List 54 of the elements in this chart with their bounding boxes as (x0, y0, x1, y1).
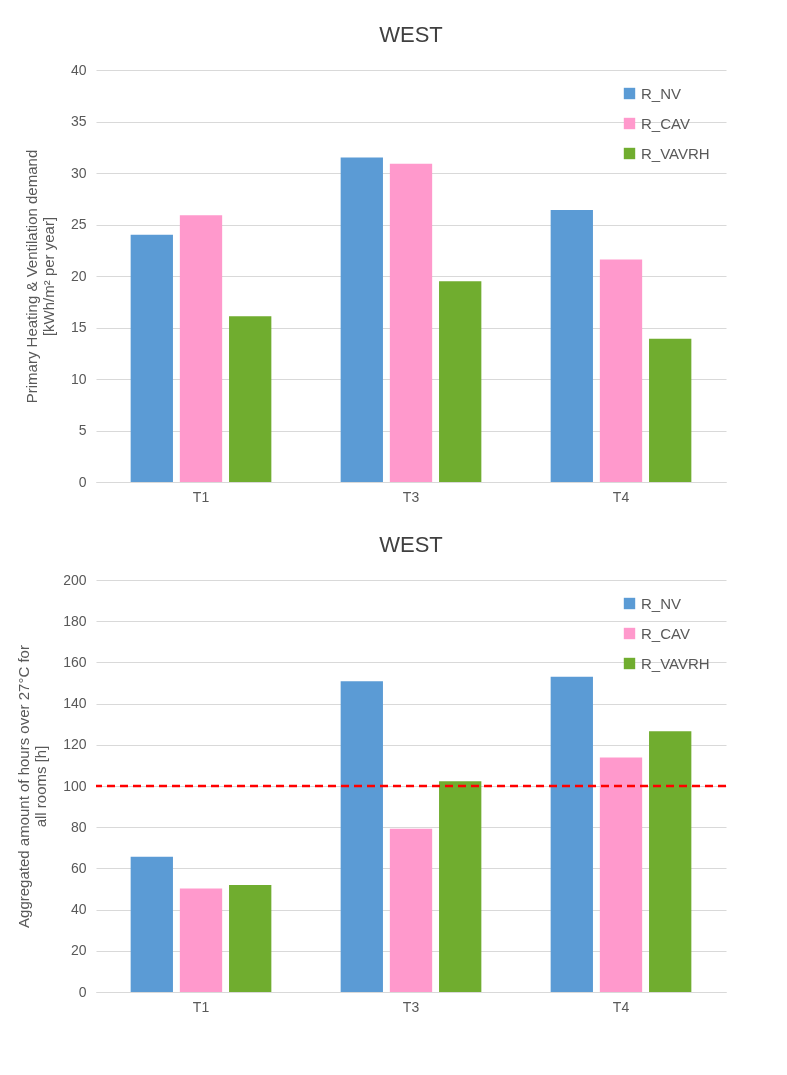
y-tick-label: 200 (63, 571, 87, 588)
y-tick-label: 25 (70, 216, 87, 232)
bar (389, 163, 433, 482)
y-tick-label: 0 (78, 983, 87, 1000)
bar (439, 781, 482, 992)
y-tick-label: 10 (70, 370, 87, 387)
bar (340, 681, 383, 992)
bar (439, 281, 482, 482)
y-tick-label: 100 (63, 777, 87, 794)
y-tick-label: 80 (70, 818, 87, 835)
legend-label: R_NV (641, 594, 682, 612)
bar (179, 215, 223, 482)
chart-title: WEST (379, 532, 443, 557)
y-tick-label: 60 (70, 859, 87, 876)
x-tick-label: T4 (612, 998, 630, 1015)
y-tick-label: 120 (63, 736, 87, 753)
x-tick-label: T1 (192, 488, 210, 505)
bar (229, 316, 272, 482)
y-tick-label: 40 (70, 61, 87, 78)
legend-label: R_CAV (641, 114, 690, 132)
y-tick-label: 5 (78, 422, 87, 438)
y-tick-label: 15 (70, 319, 87, 335)
bar (649, 731, 692, 992)
bar (340, 157, 383, 482)
bar (389, 828, 433, 992)
y-tick-label: 180 (63, 612, 87, 629)
y-tick-label: 20 (70, 942, 87, 959)
chart-title: WEST (379, 22, 443, 47)
x-tick-label: T3 (402, 488, 420, 505)
legend-label: R_VAVRH (641, 654, 710, 672)
bar (130, 234, 173, 482)
bar (130, 856, 173, 992)
y-tick-label: 160 (63, 653, 87, 670)
bar (599, 757, 643, 992)
legend-label: R_CAV (641, 624, 690, 642)
bar (550, 676, 593, 992)
y-tick-label: 20 (70, 267, 87, 284)
bar (229, 884, 272, 992)
y-tick-label: 140 (63, 695, 87, 712)
y-tick-label: 40 (70, 901, 87, 918)
y-tick-label: 35 (70, 113, 87, 129)
y-axis-title: Primary Heating & Ventilation demand [kWh/m² per year] (22, 149, 57, 404)
x-tick-label: T3 (402, 998, 420, 1015)
legend-label: R_NV (641, 84, 682, 102)
bar (649, 338, 692, 482)
legend-label: R_VAVRH (641, 144, 710, 162)
y-axis-title: Aggregated amount of hours over 27°C for all rooms [h] (15, 645, 50, 928)
bar (599, 259, 643, 482)
y-tick-label: 0 (78, 473, 87, 490)
y-tick-label: 30 (70, 164, 87, 181)
x-tick-label: T4 (612, 488, 630, 505)
bar (550, 210, 593, 482)
bar (179, 888, 223, 992)
x-tick-label: T1 (192, 998, 210, 1015)
